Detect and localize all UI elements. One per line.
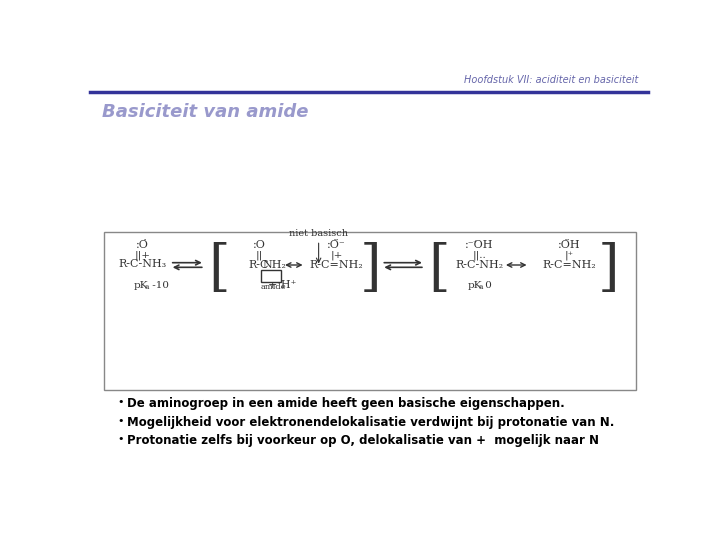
Bar: [104, 232, 636, 390]
Text: -10: -10: [149, 281, 169, 289]
Text: ||+: ||+: [135, 250, 150, 260]
Text: amide: amide: [261, 284, 286, 292]
Text: •: •: [117, 416, 124, 426]
Text: + H⁺: + H⁺: [269, 280, 297, 289]
Text: :ÖH: :ÖH: [557, 240, 580, 249]
Text: :Ö⁻: :Ö⁻: [327, 240, 346, 249]
Text: R-C-NH₃: R-C-NH₃: [119, 259, 167, 269]
Text: 0: 0: [482, 281, 492, 289]
Text: ||..: ||..: [472, 250, 486, 260]
Text: Hoofdstuk VII: aciditeit en basiciteit: Hoofdstuk VII: aciditeit en basiciteit: [464, 75, 639, 85]
Text: ]: ]: [598, 242, 619, 296]
Text: |+: |+: [330, 250, 343, 260]
Text: Protonatie zelfs bij voorkeur op O, delokalisatie van +  mogelijk naar N: Protonatie zelfs bij voorkeur op O, delo…: [127, 434, 599, 448]
Text: Basiciteit van amide: Basiciteit van amide: [102, 103, 308, 122]
Text: :Ȯ: :Ȯ: [136, 240, 149, 249]
Text: ⁺: ⁺: [472, 240, 477, 248]
Text: R-C: R-C: [248, 260, 269, 269]
Text: |⁺: |⁺: [564, 250, 574, 260]
Text: pK: pK: [133, 281, 148, 289]
Text: R-C-NH₂: R-C-NH₂: [455, 260, 503, 269]
Text: :⁻OH: :⁻OH: [465, 240, 493, 249]
Text: niet basisch: niet basisch: [289, 229, 348, 238]
Text: R-C=NH₂: R-C=NH₂: [310, 260, 364, 269]
Text: pK: pK: [467, 281, 482, 289]
Bar: [261, 271, 282, 282]
Text: De aminogroep in een amide heeft geen basische eigenschappen.: De aminogroep in een amide heeft geen ba…: [127, 397, 565, 410]
Text: ||: ||: [256, 250, 263, 260]
Text: R-C=NH₂: R-C=NH₂: [542, 260, 596, 269]
Text: Mogelijkheid voor elektronendelokalisatie verdwijnt bij protonatie van N.: Mogelijkheid voor elektronendelokalisati…: [127, 416, 615, 429]
Text: •: •: [117, 397, 124, 408]
Text: •: •: [117, 434, 124, 444]
Text: [: [: [209, 242, 230, 296]
Text: [: [: [428, 242, 449, 296]
Text: :O: :O: [253, 240, 266, 249]
Text: a: a: [478, 283, 483, 291]
Text: a: a: [144, 283, 149, 291]
Text: ]: ]: [360, 242, 382, 296]
Text: NH₂: NH₂: [262, 260, 286, 269]
